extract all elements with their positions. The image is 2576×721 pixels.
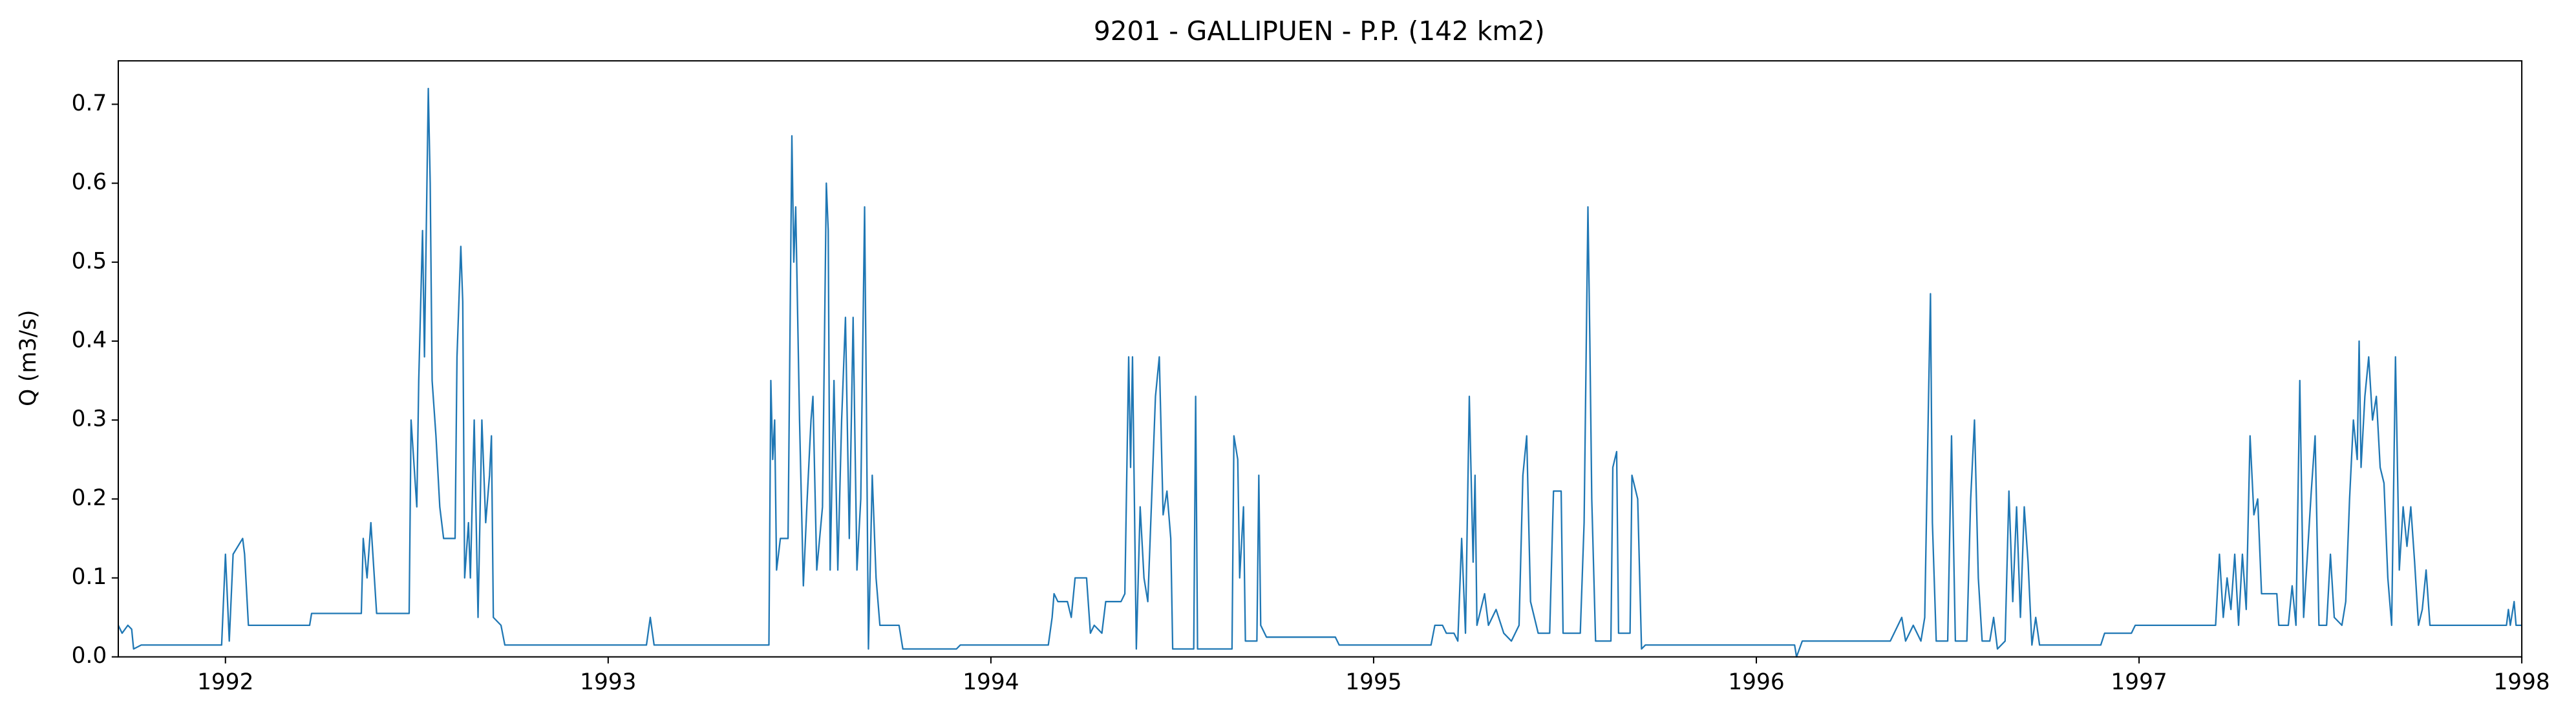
y-tick-label: 0.7: [72, 90, 107, 116]
x-tick-label: 1992: [197, 669, 253, 695]
x-tick-label: 1996: [1728, 669, 1784, 695]
y-tick-label: 0.4: [72, 327, 107, 353]
plot-frame: [117, 60, 2523, 658]
y-tick-label: 0.0: [72, 643, 107, 669]
y-tick-label: 0.1: [72, 564, 107, 590]
x-tick-label: 1995: [1345, 669, 1401, 695]
y-axis-label: Q (m3/s): [16, 310, 41, 406]
y-tick-label: 0.5: [72, 248, 107, 274]
y-tick-label: 0.6: [72, 169, 107, 195]
x-tick-label: 1993: [580, 669, 636, 695]
data-line: [117, 87, 2522, 658]
x-tick-label: 1994: [963, 669, 1019, 695]
x-tick-label: 1998: [2493, 669, 2549, 695]
y-tick-label: 0.3: [72, 406, 107, 432]
y-tick-label: 0.2: [72, 485, 107, 511]
x-tick-label: 1997: [2111, 669, 2167, 695]
chart-title: 9201 - GALLIPUEN - P.P. (142 km2): [1094, 16, 1545, 47]
